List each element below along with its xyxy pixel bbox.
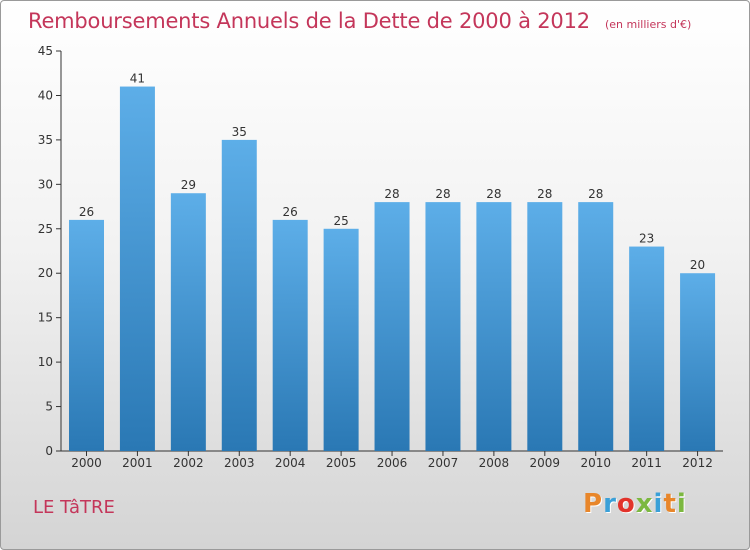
- data-label-2006: 28: [384, 187, 399, 201]
- data-label-2007: 28: [435, 187, 450, 201]
- y-axis: 0 5 10 15 20 25 30 35 40 45: [38, 44, 62, 458]
- bar-2001: [119, 86, 155, 452]
- data-label-2011: 23: [639, 232, 654, 246]
- data-label-2012: 20: [690, 258, 705, 272]
- x-tick-label-2003: 2003: [224, 456, 255, 470]
- logo-letter: t: [663, 489, 677, 519]
- logo-letter: x: [635, 489, 654, 519]
- x-tick-label-2004: 2004: [275, 456, 306, 470]
- x-tick-label-2006: 2006: [377, 456, 408, 470]
- y-tick-label: 10: [38, 355, 53, 369]
- bar-2006: [374, 202, 410, 451]
- data-labels: 26 41 29 35 26 25 28 28 28 28 28 23 20: [79, 72, 705, 273]
- title-line: Remboursements Annuels de la Dette de 20…: [28, 9, 691, 33]
- bar-2005: [323, 228, 359, 451]
- y-tick-label: 35: [38, 133, 53, 147]
- bar-2009: [527, 202, 563, 451]
- data-label-2009: 28: [537, 187, 552, 201]
- data-label-2005: 25: [333, 214, 348, 228]
- x-tick-label-2007: 2007: [428, 456, 459, 470]
- y-tick-label: 15: [38, 311, 53, 325]
- x-tick-label-2002: 2002: [173, 456, 204, 470]
- bar-2010: [578, 202, 614, 451]
- bar-2012: [680, 273, 716, 451]
- data-label-2004: 26: [283, 205, 298, 219]
- bar-2007: [425, 202, 461, 451]
- proxiti-logo[interactable]: Proxiti: [583, 489, 687, 519]
- x-tick-label-2012: 2012: [682, 456, 713, 470]
- y-tick-label: 40: [38, 88, 53, 102]
- x-tick-label-2008: 2008: [479, 456, 510, 470]
- y-tick-label: 25: [38, 222, 53, 236]
- bar-2004: [272, 219, 308, 451]
- x-tick-label-2000: 2000: [71, 456, 102, 470]
- x-tick-label-2009: 2009: [530, 456, 561, 470]
- data-label-2001: 41: [130, 72, 145, 86]
- chart-subtitle: (en milliers d'€): [605, 18, 692, 31]
- data-label-2008: 28: [486, 187, 501, 201]
- bar-2011: [629, 246, 665, 451]
- x-tick-label-2011: 2011: [631, 456, 662, 470]
- data-label-2003: 35: [232, 125, 247, 139]
- y-tick-label: 5: [45, 400, 53, 414]
- bars: [69, 86, 716, 452]
- y-tick-label: 0: [45, 444, 53, 458]
- logo-letter: r: [603, 489, 617, 519]
- bar-2002: [170, 193, 206, 451]
- data-label-2002: 29: [181, 178, 196, 192]
- data-label-2000: 26: [79, 205, 94, 219]
- y-tick-label: 45: [38, 44, 53, 58]
- x-axis: 2000 2001 2002 2003 2004 2005 2006 2007 2008 2009…: [61, 450, 723, 470]
- commune-name: LE TâTRE: [33, 497, 115, 518]
- bar-2000: [69, 219, 104, 451]
- x-tick-label-2005: 2005: [326, 456, 357, 470]
- y-tick-label: 20: [38, 266, 53, 280]
- logo-letter: i: [653, 489, 664, 519]
- data-label-2010: 28: [588, 187, 603, 201]
- chart-title: Remboursements Annuels de la Dette de 20…: [28, 9, 590, 33]
- x-tick-label-2001: 2001: [122, 456, 153, 470]
- bar-2003: [221, 139, 257, 451]
- y-tick-label: 30: [38, 177, 53, 191]
- bar-2008: [476, 202, 512, 451]
- logo-letter: o: [616, 489, 636, 519]
- x-tick-label-2010: 2010: [580, 456, 611, 470]
- logo-letter: P: [583, 489, 604, 519]
- logo-letter: i: [676, 489, 687, 519]
